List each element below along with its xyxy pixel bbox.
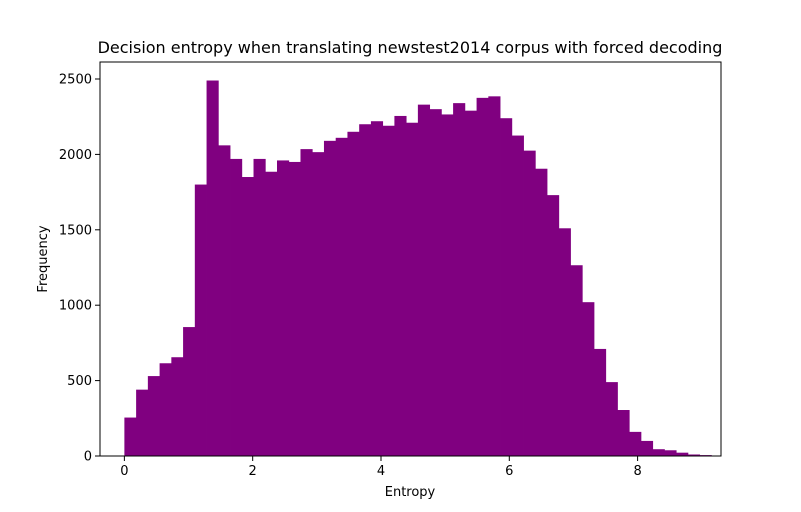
histogram-bar (558, 228, 571, 456)
y-tick-label: 1000 (59, 299, 92, 314)
histogram-bar (370, 121, 384, 456)
x-tick-label: 2 (249, 464, 257, 479)
histogram-bar (159, 363, 172, 456)
histogram-bar (535, 168, 548, 457)
histogram-bar (523, 150, 536, 456)
histogram-bar (511, 135, 524, 457)
histogram-bar (230, 158, 243, 457)
histogram-bar (124, 417, 137, 456)
histogram-bar (500, 118, 513, 457)
x-tick-label: 8 (633, 464, 641, 479)
x-ticks-group: 0 2 4 6 8 (120, 456, 642, 479)
histogram-bar (335, 137, 348, 456)
histogram-bar (617, 410, 630, 456)
histogram-bar (441, 114, 454, 456)
x-tick-label: 0 (120, 464, 128, 479)
x-tick-label: 6 (505, 464, 513, 479)
y-tick-label: 500 (67, 374, 92, 389)
x-axis-label: Entropy (385, 485, 436, 500)
x-tick-label: 4 (377, 464, 385, 479)
histogram-bar (406, 122, 419, 456)
histogram-bar (136, 389, 149, 456)
histogram-bar (206, 80, 219, 456)
histogram-bar (312, 152, 325, 456)
histogram-bar (664, 450, 677, 456)
bars-group (124, 80, 712, 457)
histogram-bar (476, 97, 489, 456)
histogram-bar (394, 115, 407, 456)
histogram-bar (323, 140, 337, 456)
histogram-bar (429, 109, 442, 456)
histogram-bar (347, 131, 360, 456)
histogram-bar (382, 125, 395, 456)
chart-title: Decision entropy when translating newste… (98, 38, 723, 57)
histogram-bar (453, 103, 466, 456)
y-tick-label: 2500 (59, 73, 92, 88)
histogram-bar (652, 449, 665, 456)
histogram-bar (183, 327, 196, 456)
histogram-bar (582, 302, 595, 456)
histogram-bar (629, 431, 642, 456)
histogram-bar (241, 177, 254, 456)
y-tick-label: 1500 (59, 223, 92, 238)
histogram-bar (547, 195, 560, 456)
histogram-bar (359, 124, 372, 457)
histogram-bar (464, 110, 477, 457)
histogram-bar (218, 145, 231, 456)
histogram-bar (676, 452, 689, 456)
histogram-bar (300, 149, 313, 456)
histogram-bar (253, 158, 266, 457)
histogram-bar (277, 160, 290, 456)
histogram-bar (570, 265, 583, 456)
histogram-bar (194, 184, 207, 456)
y-ticks-group: 0 500 1000 1500 2000 2500 (59, 73, 100, 465)
histogram-bar (593, 348, 607, 456)
histogram-bar (288, 161, 301, 456)
histogram-bar (687, 454, 701, 456)
histogram-bar (488, 96, 501, 456)
histogram-bar (171, 357, 184, 456)
y-tick-label: 0 (84, 450, 92, 465)
axes-frame (99, 61, 722, 457)
histogram-bar (605, 382, 618, 456)
y-axis-label: Frequency (36, 225, 51, 292)
histogram-bar (265, 171, 278, 457)
histogram-bar (640, 440, 654, 456)
histogram-bar (147, 376, 160, 456)
y-tick-label: 2000 (59, 148, 92, 163)
histogram-bar (417, 104, 431, 456)
